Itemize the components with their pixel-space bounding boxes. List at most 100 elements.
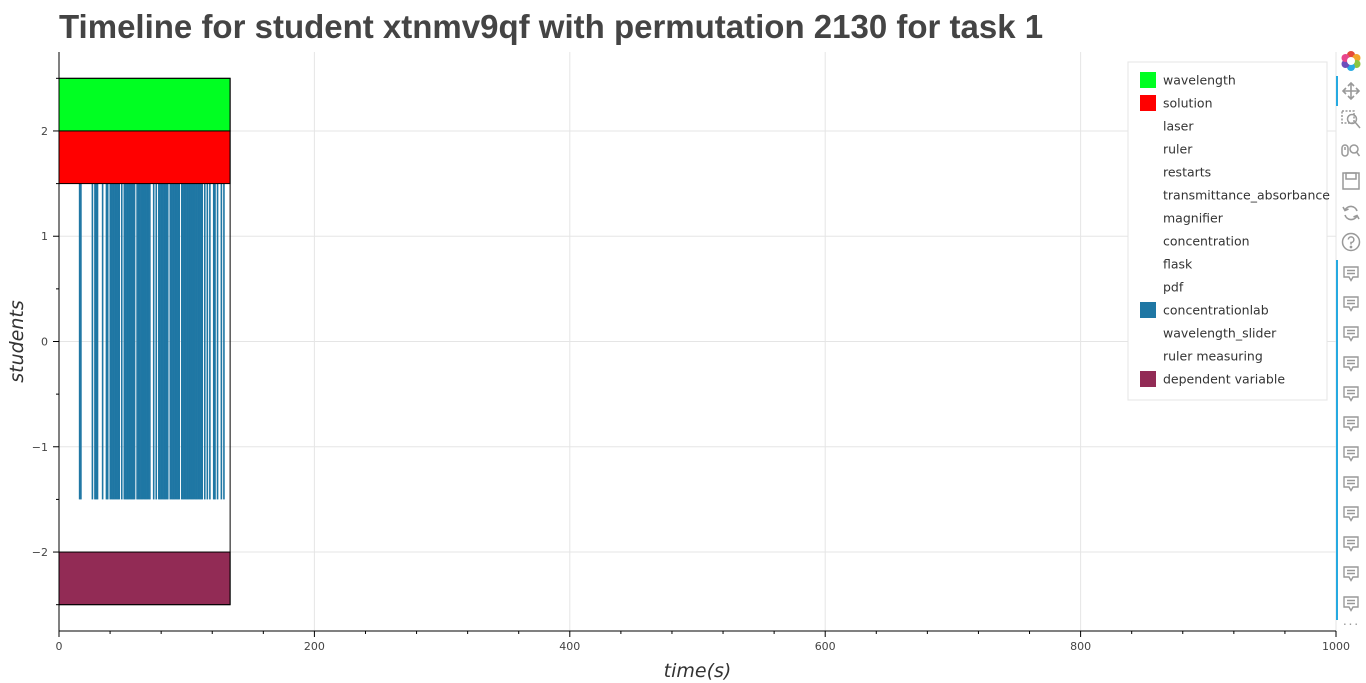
event-bar-concentrationlab[interactable]	[94, 183, 96, 500]
event-bar-concentrationlab[interactable]	[183, 183, 186, 500]
event-bar-concentrationlab[interactable]	[209, 183, 211, 500]
event-bar-concentrationlab[interactable]	[189, 183, 192, 500]
event-bar-concentrationlab[interactable]	[133, 183, 136, 500]
event-bar-concentrationlab[interactable]	[136, 183, 138, 500]
event-bar-concentrationlab[interactable]	[201, 183, 204, 500]
block-solution[interactable]	[58, 130, 231, 185]
event-bar-concentrationlab[interactable]	[193, 183, 196, 500]
help-icon[interactable]	[1340, 231, 1362, 253]
reset-icon[interactable]	[1340, 202, 1362, 224]
pan-tool-icon[interactable]	[1340, 80, 1362, 102]
event-bar-concentrationlab[interactable]	[172, 183, 174, 500]
event-bar-concentrationlab[interactable]	[143, 183, 146, 500]
hover-tool-icon[interactable]	[1340, 503, 1362, 525]
hover-tool-icon[interactable]	[1340, 563, 1362, 585]
event-bar-concentrationlab[interactable]	[78, 183, 81, 500]
event-bar-concentrationlab[interactable]	[187, 183, 189, 500]
hover-tool-icon[interactable]	[1340, 413, 1362, 435]
event-bar-concentrationlab[interactable]	[132, 183, 135, 500]
event-bar-concentrationlab[interactable]	[173, 183, 175, 500]
event-bar-concentrationlab[interactable]	[200, 183, 202, 500]
event-bar-concentrationlab[interactable]	[191, 183, 193, 500]
event-bar-concentrationlab[interactable]	[195, 183, 197, 500]
wheel-zoom-icon[interactable]	[1340, 140, 1362, 162]
more-tools-icon[interactable]: ···	[1342, 615, 1360, 631]
event-bar-concentrationlab[interactable]	[163, 183, 165, 500]
event-bar-concentrationlab[interactable]	[126, 183, 128, 500]
event-bar-concentrationlab[interactable]	[186, 183, 188, 500]
hover-tool-icon[interactable]	[1340, 293, 1362, 315]
event-bar-concentrationlab[interactable]	[123, 183, 126, 500]
event-bar-concentrationlab[interactable]	[169, 183, 172, 500]
event-bar-concentrationlab[interactable]	[158, 183, 160, 500]
event-bar-concentrationlab[interactable]	[196, 183, 198, 500]
event-bar-concentrationlab[interactable]	[115, 183, 118, 500]
hover-tool-icon[interactable]	[1340, 533, 1362, 555]
event-bar-concentrationlab[interactable]	[113, 183, 115, 500]
event-bar-concentrationlab[interactable]	[117, 183, 119, 500]
event-bar-concentrationlab[interactable]	[175, 183, 178, 500]
event-bar-concentrationlab[interactable]	[160, 183, 163, 500]
event-bar-concentrationlab[interactable]	[182, 183, 184, 500]
event-bar-concentrationlab[interactable]	[161, 183, 164, 500]
event-bar-concentrationlab[interactable]	[198, 183, 201, 500]
event-bar-concentrationlab[interactable]	[223, 183, 225, 500]
event-bar-concentrationlab[interactable]	[178, 183, 181, 500]
event-bar-concentrationlab[interactable]	[184, 183, 187, 500]
event-bar-concentrationlab[interactable]	[220, 183, 223, 500]
event-bar-concentrationlab[interactable]	[165, 183, 168, 500]
hover-tool-icon[interactable]	[1340, 353, 1362, 375]
event-bar-concentrationlab[interactable]	[170, 183, 173, 500]
event-bar-concentrationlab[interactable]	[203, 183, 206, 500]
event-bar-concentrationlab[interactable]	[112, 183, 114, 500]
event-bar-concentrationlab[interactable]	[152, 183, 155, 500]
event-bar-concentrationlab[interactable]	[155, 183, 158, 500]
event-bar-concentrationlab[interactable]	[137, 183, 140, 500]
event-bar-concentrationlab[interactable]	[131, 183, 133, 500]
event-bar-concentrationlab[interactable]	[105, 183, 108, 500]
save-icon[interactable]	[1340, 170, 1362, 192]
event-bar-concentrationlab[interactable]	[206, 183, 209, 500]
event-bar-concentrationlab[interactable]	[80, 183, 82, 500]
plot-area[interactable]	[58, 77, 231, 606]
event-bar-concentrationlab[interactable]	[106, 183, 109, 500]
block-dependent-variable[interactable]	[58, 551, 231, 606]
event-bar-concentrationlab[interactable]	[124, 183, 127, 500]
event-bar-concentrationlab[interactable]	[140, 183, 142, 500]
event-bar-concentrationlab[interactable]	[197, 183, 200, 500]
event-bar-concentrationlab[interactable]	[141, 183, 144, 500]
event-bar-concentrationlab[interactable]	[118, 183, 121, 500]
event-bar-concentrationlab[interactable]	[192, 183, 195, 500]
hover-tool-icon[interactable]	[1340, 383, 1362, 405]
block-wavelength[interactable]	[58, 77, 231, 132]
event-bar-concentrationlab[interactable]	[101, 183, 104, 500]
hover-tool-icon[interactable]	[1340, 443, 1362, 465]
event-bar-concentrationlab[interactable]	[120, 183, 123, 500]
event-bar-concentrationlab[interactable]	[129, 183, 132, 500]
event-bar-concentrationlab[interactable]	[110, 183, 113, 500]
event-bar-concentrationlab[interactable]	[109, 183, 112, 500]
event-bar-concentrationlab[interactable]	[188, 183, 191, 500]
event-bar-concentrationlab[interactable]	[138, 183, 141, 500]
event-bar-concentrationlab[interactable]	[164, 183, 166, 500]
event-bar-concentrationlab[interactable]	[146, 183, 149, 500]
event-bar-concentrationlab[interactable]	[216, 183, 219, 500]
hover-tool-icon[interactable]	[1340, 323, 1362, 345]
event-bar-concentrationlab[interactable]	[214, 183, 216, 500]
event-bar-concentrationlab[interactable]	[128, 183, 131, 500]
event-bar-concentrationlab[interactable]	[127, 183, 129, 500]
bokeh-logo-icon[interactable]	[1340, 50, 1362, 72]
event-bar-concentrationlab[interactable]	[142, 183, 145, 500]
event-bar-concentrationlab[interactable]	[147, 183, 150, 500]
event-bar-concentrationlab[interactable]	[180, 183, 183, 500]
hover-tool-icon[interactable]	[1340, 473, 1362, 495]
event-bar-concentrationlab[interactable]	[91, 183, 94, 500]
event-bar-concentrationlab[interactable]	[149, 183, 151, 500]
box-zoom-icon[interactable]	[1340, 109, 1362, 131]
event-bar-concentrationlab[interactable]	[159, 183, 161, 500]
event-bar-concentrationlab[interactable]	[96, 183, 99, 500]
hover-tool-icon[interactable]	[1340, 593, 1362, 615]
event-bar-concentrationlab[interactable]	[95, 183, 98, 500]
event-bar-concentrationlab[interactable]	[145, 183, 147, 500]
